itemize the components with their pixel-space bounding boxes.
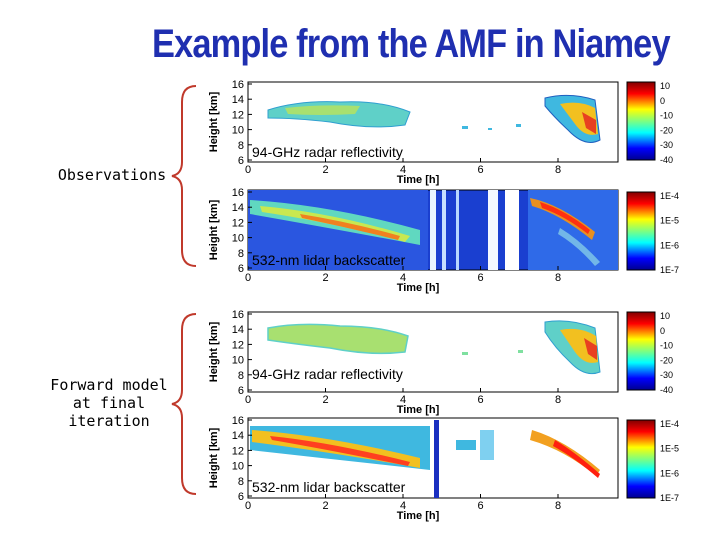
- colorbar-label: 1E-6: [660, 240, 679, 250]
- y-tick-label: 6: [238, 155, 244, 167]
- x-tick-label: 2: [322, 164, 328, 176]
- panel-2-label: 532-nm lidar backscatter: [252, 252, 406, 268]
- colorbar-label: -20: [660, 355, 673, 365]
- y-tick-label: 12: [232, 445, 244, 457]
- y-axis-title: Height [km]: [208, 321, 220, 382]
- observations-text: Observations: [57, 166, 167, 184]
- colorbars: [626, 81, 656, 499]
- forward-model-line-3: iteration: [68, 412, 150, 430]
- observations-label: Observations: [52, 166, 172, 184]
- x-tick-label: 2: [322, 500, 328, 512]
- x-tick-label: 0: [245, 500, 251, 512]
- colorbar-label: -40: [660, 385, 673, 395]
- y-tick-label: 14: [232, 202, 244, 214]
- y-tick-label: 10: [232, 461, 244, 473]
- y-tick-label: 10: [232, 355, 244, 367]
- y-tick-label: 14: [232, 94, 244, 106]
- x-tick-label: 4: [400, 500, 406, 512]
- colorbar-label: 1E-6: [660, 468, 679, 478]
- y-tick-label: 12: [232, 339, 244, 351]
- x-tick-label: 8: [555, 272, 561, 284]
- forward-model-brace: [171, 313, 197, 495]
- y-tick-label: 14: [232, 324, 244, 336]
- colorbar-label: 1E-7: [660, 265, 679, 275]
- colorbar-4: [626, 419, 656, 499]
- y-tick-label: 12: [232, 217, 244, 229]
- x-tick-label: 0: [245, 394, 251, 406]
- y-tick-label: 16: [232, 415, 244, 427]
- panel-lidar-observed: 532-nm lidar backscatter: [247, 189, 619, 271]
- x-tick-label: 0: [245, 164, 251, 176]
- panel-radar-model: 94-GHz radar reflectivity: [247, 311, 619, 393]
- x-tick-label: 6: [477, 394, 483, 406]
- panel-3-label: 94-GHz radar reflectivity: [252, 366, 403, 382]
- y-tick-label: 16: [232, 79, 244, 91]
- y-tick-label: 10: [232, 233, 244, 245]
- y-tick-label: 8: [238, 476, 244, 488]
- colorbar-label: 1E-4: [660, 419, 679, 429]
- y-axis-title: Height [km]: [208, 199, 220, 260]
- x-tick-label: 8: [555, 394, 561, 406]
- y-tick-label: 8: [238, 140, 244, 152]
- y-tick-label: 14: [232, 430, 244, 442]
- x-tick-label: 4: [400, 394, 406, 406]
- x-tick-label: 6: [477, 164, 483, 176]
- y-tick-label: 16: [232, 187, 244, 199]
- panel-1-label: 94-GHz radar reflectivity: [252, 144, 403, 160]
- y-tick-label: 12: [232, 109, 244, 121]
- panel-radar-observed: 94-GHz radar reflectivity: [247, 81, 619, 163]
- colorbar-label: -30: [660, 140, 673, 150]
- y-tick-label: 6: [238, 263, 244, 275]
- forward-model-line-2: at final: [72, 394, 146, 412]
- colorbar-label: 0: [660, 326, 665, 336]
- y-tick-label: 8: [238, 248, 244, 260]
- forward-model-line-1: Forward model: [50, 376, 168, 394]
- colorbar-label: 1E-4: [660, 191, 679, 201]
- colorbar-label: -30: [660, 370, 673, 380]
- x-tick-label: 6: [477, 272, 483, 284]
- x-tick-label: 2: [322, 394, 328, 406]
- forward-model-label: Forward model at final iteration: [46, 376, 172, 430]
- x-tick-label: 4: [400, 164, 406, 176]
- colorbar-label: 1E-5: [660, 216, 679, 226]
- x-tick-label: 2: [322, 272, 328, 284]
- y-axis-title: Height [km]: [208, 427, 220, 488]
- x-tick-label: 8: [555, 500, 561, 512]
- y-tick-label: 10: [232, 125, 244, 137]
- colorbar-label: 10: [660, 81, 670, 91]
- colorbar-label: -10: [660, 341, 673, 351]
- colorbar-label: 1E-7: [660, 493, 679, 503]
- y-tick-label: 6: [238, 491, 244, 503]
- panel-lidar-model: 532-nm lidar backscatter: [247, 417, 619, 499]
- x-axis-title: Time [h]: [397, 404, 440, 416]
- y-tick-label: 6: [238, 385, 244, 397]
- y-tick-label: 16: [232, 309, 244, 321]
- y-axis-title: Height [km]: [208, 91, 220, 152]
- slide-title: Example from the AMF in Niamey: [152, 22, 671, 66]
- x-axis-title: Time [h]: [397, 282, 440, 294]
- colorbar-label: -20: [660, 125, 673, 135]
- x-tick-label: 4: [400, 272, 406, 284]
- colorbar-label: 0: [660, 96, 665, 106]
- colorbar-label: 1E-5: [660, 444, 679, 454]
- colorbar-label: 10: [660, 311, 670, 321]
- x-tick-label: 8: [555, 164, 561, 176]
- colorbar-1: [626, 81, 656, 161]
- x-axis-title: Time [h]: [397, 174, 440, 186]
- x-axis-title: Time [h]: [397, 510, 440, 522]
- colorbar-label: -10: [660, 111, 673, 121]
- x-tick-label: 6: [477, 500, 483, 512]
- colorbar-2: [626, 191, 656, 271]
- panel-4-label: 532-nm lidar backscatter: [252, 479, 406, 495]
- observations-brace: [171, 85, 197, 267]
- y-tick-label: 8: [238, 370, 244, 382]
- x-tick-label: 0: [245, 272, 251, 284]
- colorbar-3: [626, 311, 656, 391]
- colorbar-label: -40: [660, 155, 673, 165]
